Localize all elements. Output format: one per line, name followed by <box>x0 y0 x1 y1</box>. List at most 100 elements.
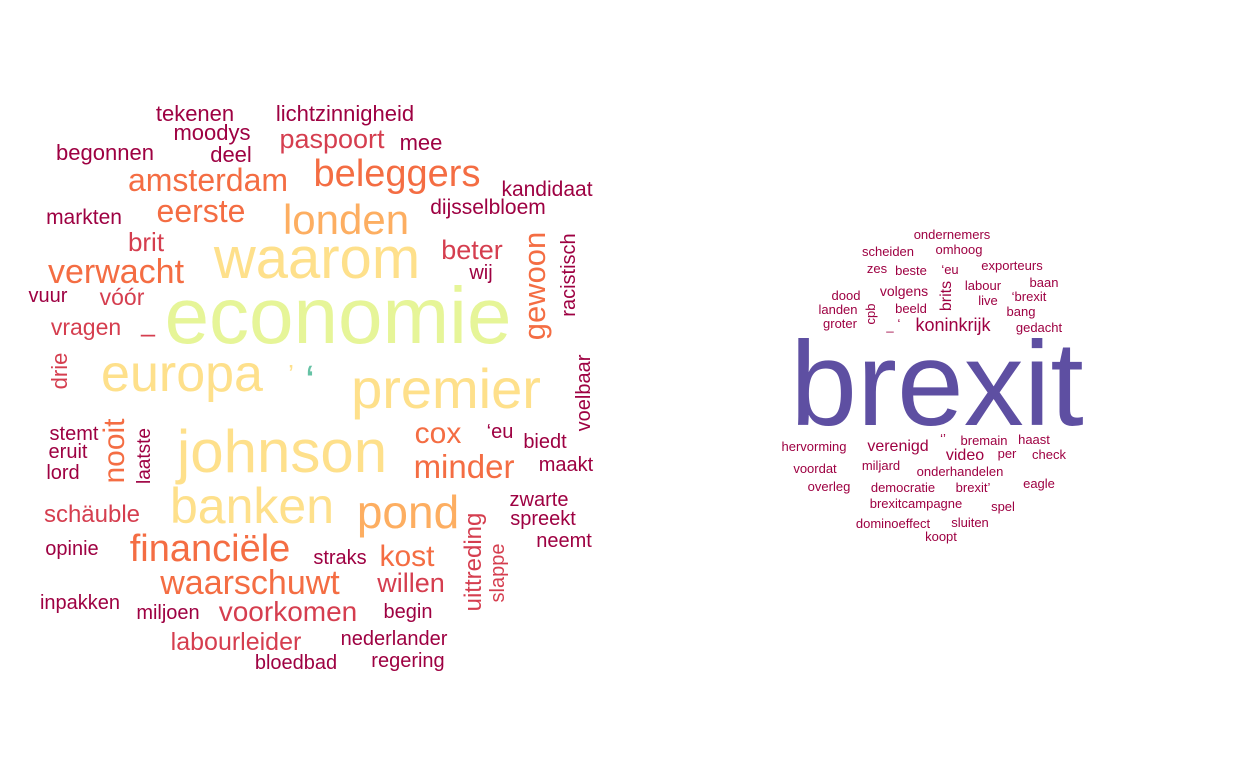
word-koninkrijk: koninkrijk <box>915 315 991 335</box>
word-koopt: koopt <box>925 529 957 544</box>
word-haast: haast <box>1018 432 1050 447</box>
word-laatste: laatste <box>134 428 155 484</box>
word-punctuation: ’ <box>288 359 294 389</box>
word-londen: londen <box>283 196 409 243</box>
word-eruit: eruit <box>49 441 88 463</box>
word-minder: minder <box>414 448 515 485</box>
word-moodys: moodys <box>173 120 250 145</box>
word-financiele: financiële <box>130 528 291 570</box>
word-paspoort: paspoort <box>279 124 385 154</box>
word-maakt: maakt <box>539 454 594 476</box>
word-voelbaar: voelbaar <box>573 354 595 431</box>
word-amsterdam: amsterdam <box>128 162 288 198</box>
word-ondernemers: ondernemers <box>914 227 991 242</box>
word-lord: lord <box>46 462 79 484</box>
word-spreekt: spreekt <box>510 508 576 530</box>
word-inpakken: inpakken <box>40 592 120 614</box>
word-brexit: brexit <box>790 317 1083 451</box>
word-omhoog: omhoog <box>936 242 983 257</box>
word-mee: mee <box>400 130 443 155</box>
word-baan: baan <box>1030 275 1059 290</box>
word-labourleider: labourleider <box>171 628 302 656</box>
word-brit: brit <box>128 227 165 257</box>
word-deel: deel <box>210 142 252 167</box>
word-onderhandelen: onderhandelen <box>917 464 1004 479</box>
word-vragen: vragen <box>51 314 121 340</box>
word-dominoeffect: dominoeffect <box>856 516 931 531</box>
word-gedacht: gedacht <box>1016 320 1063 335</box>
word-straks: straks <box>313 547 366 569</box>
word-voorkomen: voorkomen <box>219 596 358 627</box>
word-bang: bang <box>1007 304 1036 319</box>
word-gewoon: gewoon <box>517 232 552 341</box>
word-schauble: schäuble <box>44 501 140 528</box>
word-verwacht: verwacht <box>48 253 185 291</box>
word-volgens: volgens <box>880 283 928 299</box>
word-sluiten: sluiten <box>951 515 989 530</box>
word-lichtzinnigheid: lichtzinnigheid <box>276 101 414 126</box>
word-hervorming: hervorming <box>781 439 846 454</box>
word-stemt: stemt <box>50 423 99 445</box>
word-dijsselbloem: dijsselbloem <box>430 196 546 219</box>
word-beste: beste <box>895 263 927 278</box>
word-exporteurs: exporteurs <box>981 258 1043 273</box>
word-brexit: ‘brexit <box>1012 289 1047 304</box>
word-punctuation: ‘ <box>898 316 901 331</box>
word-kost: kost <box>379 540 435 573</box>
word-brexitcampagne: brexitcampagne <box>870 496 963 511</box>
word-tekenen: tekenen <box>156 101 234 126</box>
word-voor: vóór <box>100 284 145 310</box>
word-beeld: beeld <box>895 301 927 316</box>
word-drie: drie <box>47 353 72 390</box>
word-economie: economie <box>165 271 512 360</box>
word-beleggers: beleggers <box>314 153 481 195</box>
word-slappe: slappe <box>487 544 509 603</box>
word-begonnen: begonnen <box>56 140 154 165</box>
word-beter: beter <box>441 235 503 265</box>
word-vuur: vuur <box>29 285 68 307</box>
word-miljoen: miljoen <box>136 602 199 624</box>
word-punctuation: _ <box>885 318 894 333</box>
word-per: per <box>998 446 1017 461</box>
word-uittreding: uittreding <box>460 513 487 612</box>
word-opinie: opinie <box>45 538 98 560</box>
word-racistisch: racistisch <box>558 233 580 316</box>
word-bremain: bremain <box>961 433 1008 448</box>
word-overleg: overleg <box>808 479 851 494</box>
word-labour: labour <box>965 278 1002 293</box>
word-punctuation: – <box>141 318 156 348</box>
word-waarschuwt: waarschuwt <box>159 564 340 602</box>
word-groter: groter <box>823 316 858 331</box>
word-nederlander: nederlander <box>341 628 448 650</box>
word-zes: zes <box>867 261 888 276</box>
word-premier: premier <box>351 357 541 420</box>
word-video: video <box>946 447 984 464</box>
word-zwarte: zwarte <box>510 489 569 511</box>
word-live: live <box>978 293 998 308</box>
word-markten: markten <box>46 206 122 229</box>
word-neemt: neemt <box>536 530 592 552</box>
word-eagle: eagle <box>1023 476 1055 491</box>
word-eu: ‘eu <box>941 262 958 277</box>
word-democratie: democratie <box>871 480 935 495</box>
word-spel: spel <box>991 499 1015 514</box>
word-eu: ‘eu <box>487 421 514 443</box>
word-bloedbad: bloedbad <box>255 652 337 674</box>
word-dood: dood <box>832 288 861 303</box>
word-waarom: waarom <box>213 226 420 291</box>
word-punctuation: ‘ <box>305 357 315 406</box>
word-cox: cox <box>415 417 462 450</box>
word-johnson: johnson <box>175 418 387 485</box>
word-europa: europa <box>101 345 263 403</box>
word-brits: brits <box>938 281 955 311</box>
word-punctuation: ‘’ <box>940 431 946 446</box>
word-check: check <box>1032 447 1066 462</box>
word-miljard: miljard <box>862 458 900 473</box>
word-verenigd: verenigd <box>867 438 928 455</box>
word-banken: banken <box>170 478 334 534</box>
word-cpb: cpb <box>863 304 878 325</box>
word-kandidaat: kandidaat <box>501 178 592 201</box>
word-nooit: nooit <box>98 418 131 484</box>
